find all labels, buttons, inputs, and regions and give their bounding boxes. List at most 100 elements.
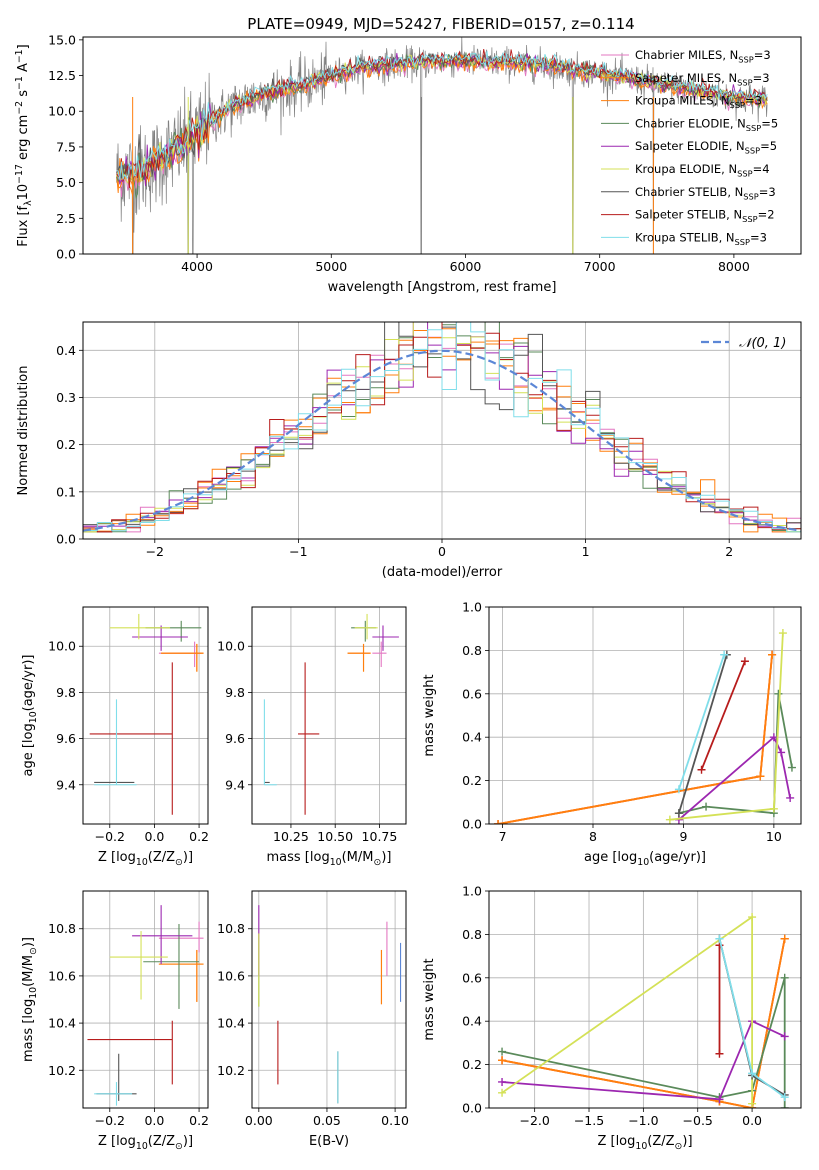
x-tick-label: −1.0 [628,1113,658,1128]
plot-area [494,629,796,824]
mass-weight-marker [748,913,757,922]
legend-label: Salpeter ELODIE, NSSP=5 [635,139,777,155]
x-tick-label: 1 [582,544,590,559]
axes-mass-vs-EBV: 0.00 0.05 0.10 10.2 10.4 10.6 10.8 E(B-V) [217,890,409,1149]
model-spectrum-line [116,51,768,180]
legend-label: Kroupa MILES, NSSP=3 [635,94,762,110]
mass-weight-marker [715,934,724,943]
mass-weight-marker [665,815,674,824]
mass-weight-line [678,654,728,814]
y-tick-label: 5.0 [56,175,76,190]
legend-label: 𝒩(0, 1) [739,336,786,351]
mass-weight-marker [777,748,786,757]
y-tick-label: 9.8 [225,685,245,700]
y-tick-label: 0.1 [56,484,76,499]
axes-frame [488,890,802,1109]
x-tick-label: 0.10 [381,1113,409,1128]
mass-weight-marker [769,733,778,742]
y-tick-label: 0.4 [56,343,76,358]
x-axis-label: Z [log10(Z/Z⊙)] [98,850,193,868]
mass-weight-marker [494,820,503,824]
y-tick-label: 10.2 [48,1063,76,1078]
axes-weight-vs-age: 7 8 9 10 0.0 0.2 0.4 0.6 0.8 1.0 age [log10(age/yr… [422,600,802,868]
mass-weight-marker [774,689,783,698]
legend-label: Chabrier MILES, NSSP=3 [635,48,771,64]
y-tick-label: 9.4 [225,777,245,792]
mass-weight-marker [786,793,795,802]
legend: Chabrier MILES, NSSP=3 Salpeter MILES, NS… [601,48,778,247]
mass-weight-line [678,654,725,790]
legend-label: Kroupa ELODIE, NSSP=4 [635,162,770,178]
mass-weight-marker [780,1104,789,1108]
axes-age-vs-Z: −0.2 0.0 0.2 9.4 9.6 9.8 10.0 Z [log10(Z/Z⊙)] ag… [21,606,209,868]
x-tick-label: 0.0 [742,1113,762,1128]
x-tick-label: −2.0 [519,1113,549,1128]
y-tick-label: 10.8 [48,921,76,936]
legend-label: Salpeter MILES, NSSP=3 [635,71,770,87]
axes-mass-vs-Z: −0.2 0.0 0.2 10.2 10.4 10.6 10.8 Z [log10(Z/Z⊙)… [21,890,209,1152]
x-tick-label: 4000 [181,259,213,274]
x-tick-label: 0.05 [313,1113,341,1128]
axes-frame [82,890,209,1109]
y-tick-label: 0.8 [462,927,482,942]
mass-weight-marker [756,772,765,781]
x-tick-label: 8 [589,829,597,844]
y-axis-label: Flux [fλ10−17 erg cm−2 s−1 A−1] [14,44,34,246]
x-tick-label: 8000 [718,259,750,274]
figure-title: PLATE=0949, MJD=52427, FIBERID=0157, z=0… [247,15,634,33]
x-tick-label: 10.50 [317,829,353,844]
y-tick-label: 0.6 [462,686,482,701]
x-axis-label: Z [log10(Z/Z⊙)] [597,1134,692,1152]
mass-weight-marker [787,763,796,772]
axes-frame [488,606,802,825]
y-tick-label: 0.0 [56,532,76,547]
legend: 𝒩(0, 1) [701,336,786,351]
histogram-step [83,322,801,533]
x-axis-label: Z [log10(Z/Z⊙)] [98,1134,193,1152]
x-tick-label: 0.00 [245,1113,273,1128]
y-tick-label: 1.0 [462,600,482,615]
y-axis-label: Normed distribution [16,366,31,496]
mass-weight-marker [498,1077,507,1086]
mass-weight-marker [780,1032,789,1041]
y-tick-label: 0.2 [462,1057,482,1072]
axes-residuals: 𝒩(0, 1) −2 −1 0 1 2 0.0 0.1 0.2 0.3 0.4 (data-model… [16,321,802,580]
y-tick-label: 0.0 [462,1101,482,1116]
x-axis-label: (data-model)/error [382,565,503,580]
x-tick-label: 10.25 [273,829,309,844]
y-tick-label: 0.2 [56,437,76,452]
plot-area [89,613,204,815]
x-tick-label: 2 [725,544,733,559]
mass-weight-marker [674,785,683,794]
y-tick-label: 2.5 [56,211,76,226]
mass-weight-marker [748,1069,757,1078]
plot-area [263,613,399,815]
x-tick-label: −0.2 [95,829,125,844]
plot-area [87,905,204,1106]
x-tick-label: −0.2 [95,1113,125,1128]
mass-weight-line [501,1019,786,1101]
axes-container: Chabrier MILES, NSSP=3 Salpeter MILES, NS… [14,32,802,1152]
y-tick-label: 0.2 [462,773,482,788]
mass-weight-marker [498,1088,507,1097]
legend-label: Salpeter STELIB, NSSP=2 [635,208,775,224]
mass-weight-marker [498,1056,507,1065]
mass-weight-line [700,660,746,771]
y-tick-label: 0.4 [462,730,482,745]
plot-area [83,322,801,533]
axes-age-vs-mass: 10.25 10.50 10.75 9.4 9.6 9.8 10.0 mass [log10(… [217,606,407,868]
y-tick-label: 0.3 [56,390,76,405]
y-tick-label: 10.0 [217,639,245,654]
x-tick-label: −0.5 [683,1113,713,1128]
mass-weight-marker [748,1099,757,1108]
y-tick-label: 9.6 [56,731,76,746]
mass-weight-marker [674,809,683,818]
y-tick-label: 0.4 [462,1014,482,1029]
mass-weight-marker [715,1049,724,1058]
y-tick-label: 10.8 [217,921,245,936]
y-tick-label: 10.6 [217,968,245,983]
y-tick-label: 0.0 [462,817,482,832]
y-tick-label: 10.2 [217,1063,245,1078]
y-tick-label: 0.8 [462,643,482,658]
